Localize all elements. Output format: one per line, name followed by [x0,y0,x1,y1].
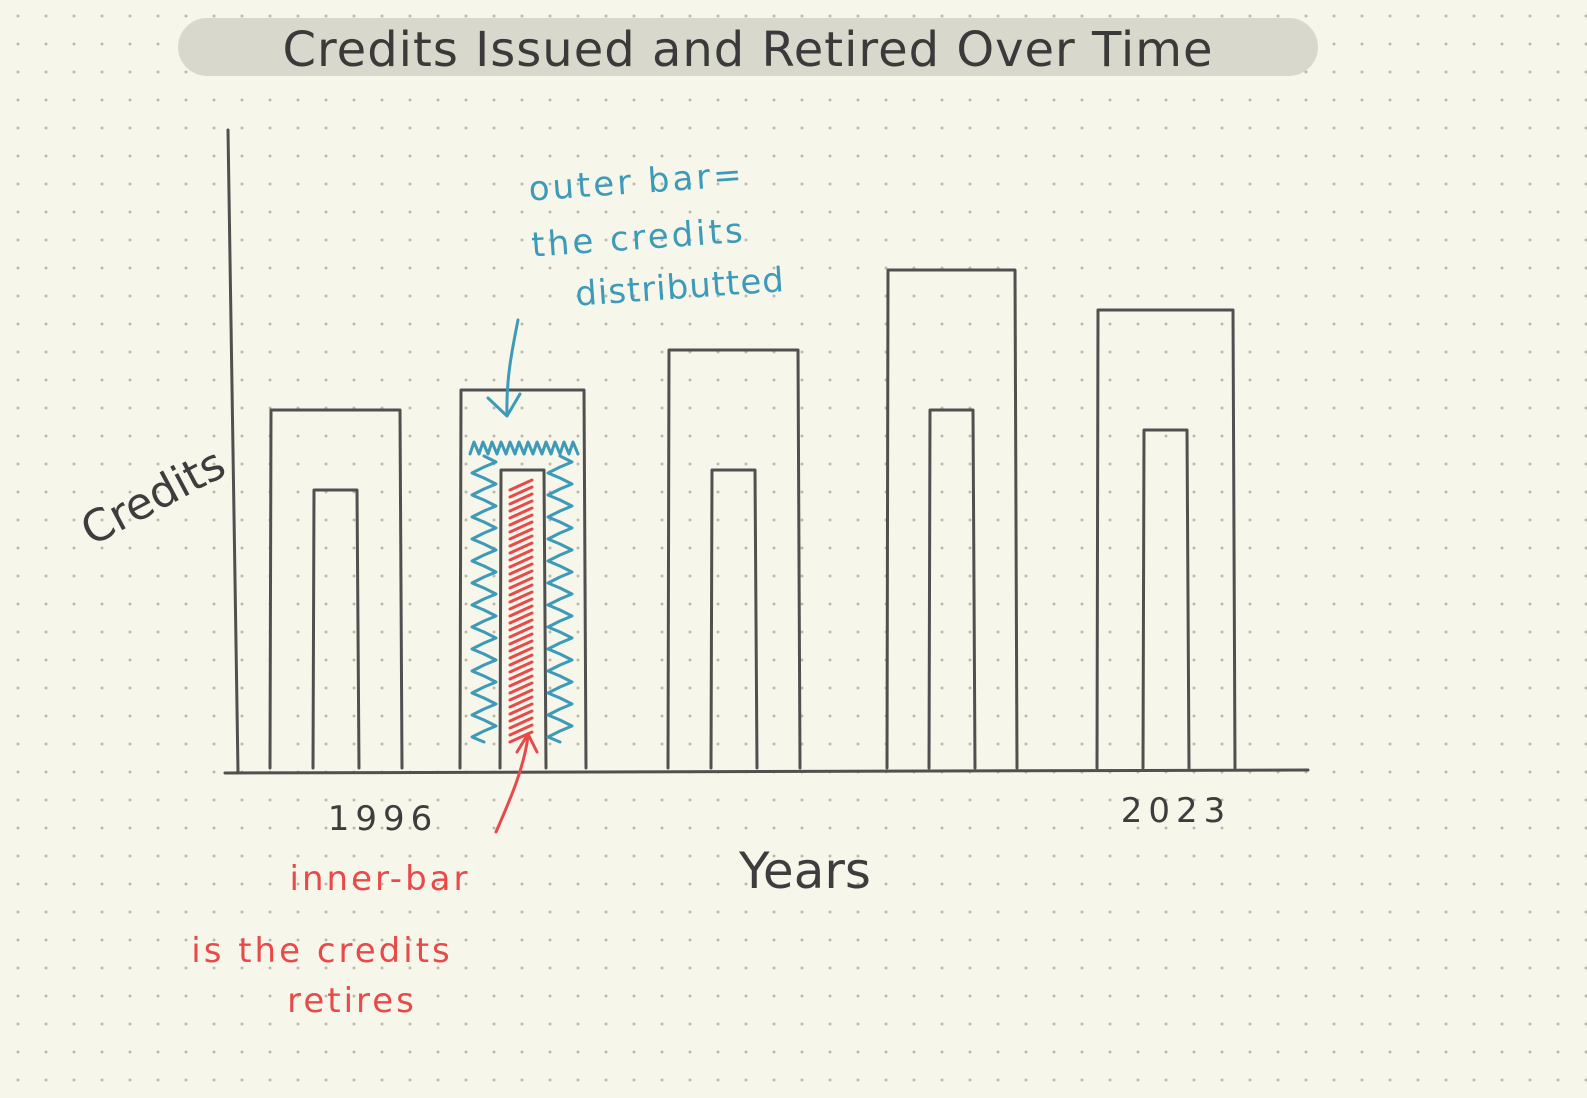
inner-bar [498,468,548,770]
y-axis [226,128,240,774]
x-axis-label: Years [738,842,871,900]
inner-annotation-line: retires [287,981,417,1021]
inner-bar [1141,428,1191,770]
chart-title: Credits Issued and Retired Over Time [282,22,1214,78]
title-banner: Credits Issued and Retired Over Time [178,18,1318,78]
outer-bar [885,268,1019,770]
x-tick-label: 1996 [328,799,439,839]
outer-bar [268,408,404,770]
outer-annotation-arrowhead [486,392,522,418]
outer-annotation-line: outer bar= [527,155,746,210]
inner-bar [311,488,361,770]
outer-bar [666,348,802,770]
outer-bar-annotation: outer bar= the credits distributted [527,155,786,315]
inner-annotation-arrowhead [515,732,539,754]
inner-bar [927,408,977,770]
inner-bar-highlight [508,478,534,744]
outer-bar [1095,308,1237,770]
outer-annotation-line: distributted [574,260,786,315]
inner-bar [709,468,759,770]
outer-annotation-arrow [505,318,520,416]
y-axis-label: Credits [73,438,234,556]
outer-bar [458,388,588,770]
inner-annotation-arrow [494,734,530,834]
chart-marks [268,268,1237,770]
inner-annotation-line: inner-bar [290,859,471,899]
x-axis [223,768,1310,775]
inner-annotation-line: is the credits [191,931,453,971]
outer-bar-highlight [468,440,580,744]
outer-annotation-line: the credits [530,211,747,266]
x-tick-label: 2023 [1121,791,1232,831]
highlight-hatching [468,440,580,744]
